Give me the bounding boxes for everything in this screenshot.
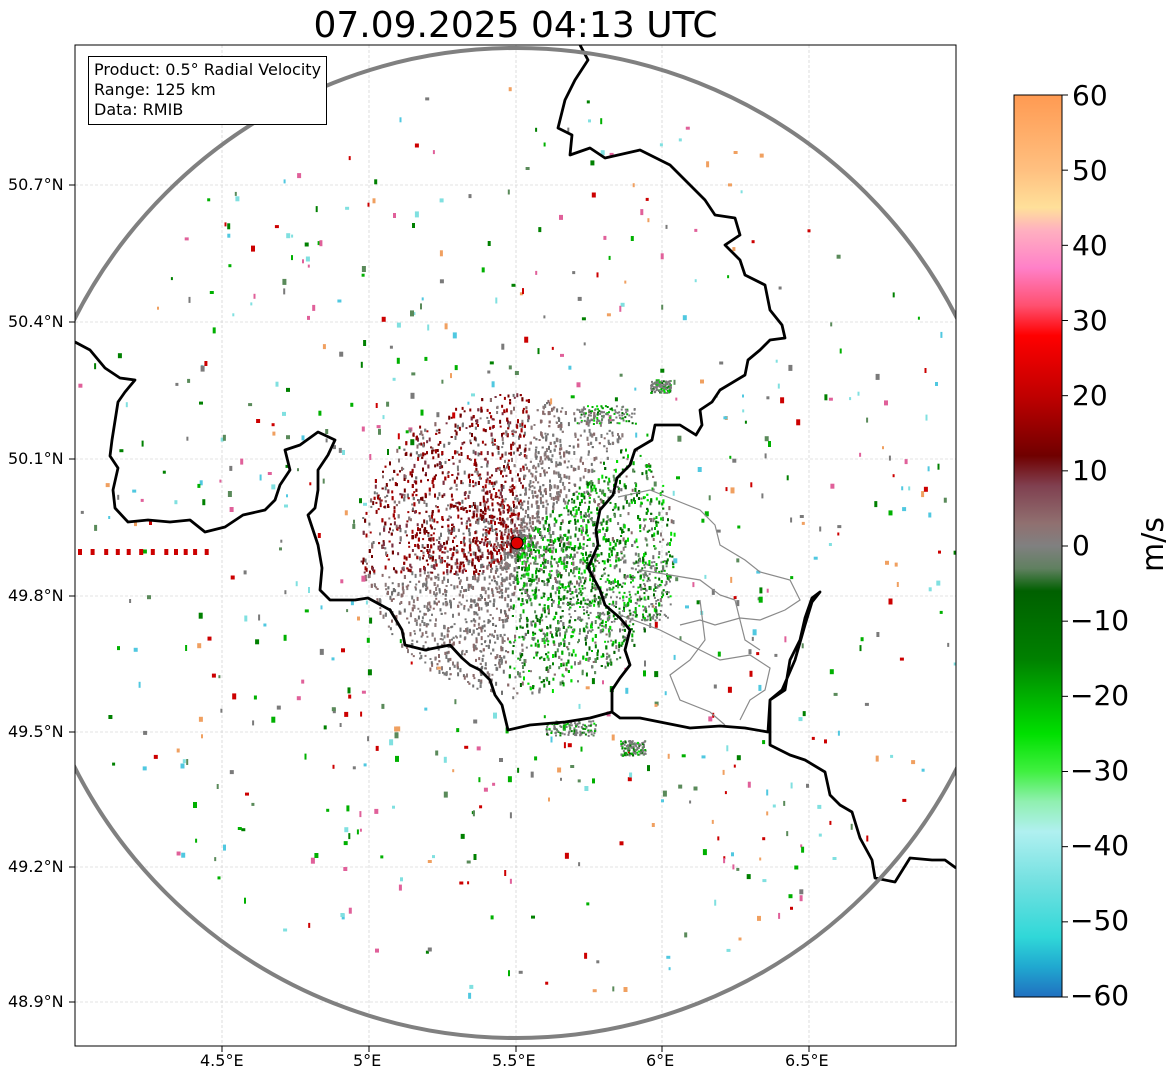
gridlines: [75, 45, 956, 1046]
info-product: Product: 0.5° Radial Velocity: [94, 60, 322, 79]
info-range: Range: 125 km: [94, 80, 216, 99]
y-tick-label: 49.5°N: [8, 722, 64, 741]
info-source: Data: RMIB: [94, 100, 184, 119]
colorbar-tick-label: 40: [1072, 229, 1108, 262]
colorbar-unit-label: m/s: [1135, 517, 1171, 572]
y-tick-label: 49.2°N: [8, 857, 64, 876]
colorbar-tick-label: −30: [1070, 754, 1130, 787]
y-tick-label: 50.1°N: [8, 449, 64, 468]
x-tick-label: 6.5°E: [785, 1051, 829, 1070]
colorbar-tick-label: 60: [1072, 79, 1108, 112]
range-ring: [75, 46, 956, 1040]
colorbar-tick-label: 20: [1072, 379, 1108, 412]
axis-ticks: [69, 184, 810, 1052]
y-tick-label: 49.8°N: [8, 586, 64, 605]
x-tick-label: 6°E: [646, 1051, 675, 1070]
colorbar-tick-label: 10: [1072, 454, 1108, 487]
colorbar-tick-label: 0: [1072, 529, 1090, 562]
radar-site-marker: [510, 536, 524, 550]
velocity-echoes: [78, 87, 956, 999]
x-tick-label: 5°E: [353, 1051, 382, 1070]
colorbar-tick-label: −10: [1070, 604, 1130, 637]
map-title: 07.09.2025 04:13 UTC: [313, 5, 718, 46]
x-tick-label: 5.5°E: [492, 1051, 536, 1070]
colorbar-tick-label: 30: [1072, 304, 1108, 337]
colorbar: [1013, 94, 1068, 998]
colorbar-tick-label: −50: [1070, 904, 1130, 937]
x-tick-label: 4.5°E: [200, 1051, 244, 1070]
y-tick-label: 48.9°N: [8, 992, 64, 1011]
y-tick-label: 50.7°N: [8, 175, 64, 194]
province-borders: [617, 489, 801, 726]
colorbar-tick-label: −20: [1070, 679, 1130, 712]
info-box: Product: 0.5° Radial Velocity Range: 125…: [88, 56, 328, 125]
y-tick-label: 50.4°N: [8, 312, 64, 331]
colorbar-tick-label: 50: [1072, 154, 1108, 187]
colorbar-tick-label: −40: [1070, 829, 1130, 862]
country-borders: [75, 45, 956, 884]
colorbar-tick-label: −60: [1070, 979, 1130, 1012]
